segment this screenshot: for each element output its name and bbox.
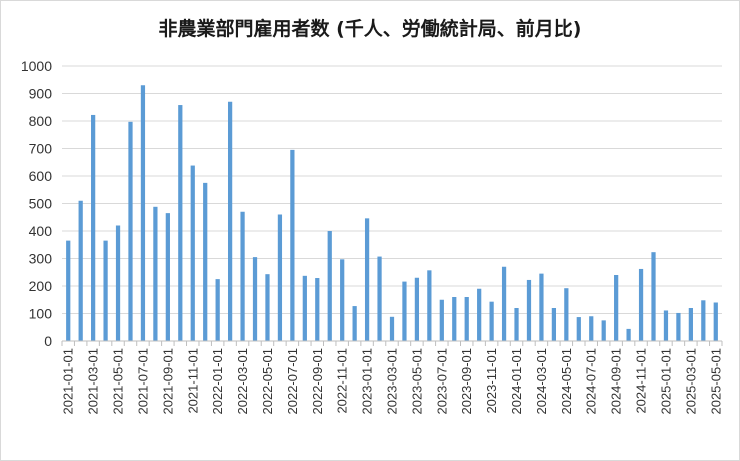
y-tick-label: 400 (29, 223, 53, 239)
bar (701, 300, 706, 341)
y-tick-label: 0 (44, 333, 52, 349)
x-tick-label: 2023-05-01 (409, 348, 424, 415)
x-tick-label: 2022-03-01 (235, 348, 250, 415)
x-tick-label: 2022-09-01 (310, 348, 325, 415)
bar (227, 101, 233, 341)
y-tick-labels: 0 100 200 300 400 500 600 700 800 900 1000 (21, 58, 52, 349)
bar (713, 302, 718, 341)
x-tick-label: 2021-01-01 (61, 348, 76, 415)
bar (265, 274, 270, 341)
chart-title: 非農業部門雇用者数 (千人、労働統計局、前月比) (158, 18, 582, 40)
bar (240, 211, 245, 341)
bar (414, 277, 420, 341)
bar-series (66, 85, 718, 341)
bar (277, 214, 283, 341)
bar (651, 252, 656, 341)
x-tick-label: 2021-11-01 (185, 348, 200, 414)
bar (452, 297, 457, 341)
bar (340, 259, 345, 341)
bar (103, 240, 108, 341)
bar (203, 182, 208, 341)
y-tick-label: 300 (29, 251, 53, 267)
bar (551, 308, 557, 341)
x-tick-label: 2022-07-01 (285, 348, 300, 415)
bar (526, 279, 532, 341)
x-tick-label: 2021-03-01 (86, 348, 101, 415)
bar (626, 328, 631, 341)
bar (153, 206, 158, 341)
bar (128, 121, 133, 341)
x-tick-label: 2021-05-01 (111, 348, 126, 415)
bar (501, 266, 507, 341)
x-tick-label: 2025-03-01 (683, 348, 698, 415)
bar (327, 231, 332, 341)
y-tick-label: 600 (29, 168, 53, 184)
bar (539, 273, 544, 341)
bar (439, 299, 444, 341)
bar (290, 149, 295, 341)
bar (315, 278, 320, 341)
bar (638, 268, 644, 341)
bar (178, 105, 183, 341)
x-tick-label: 2021-07-01 (135, 348, 150, 415)
bar (389, 316, 395, 341)
bar (140, 85, 146, 341)
bar (688, 308, 693, 341)
x-tick-label: 2022-05-01 (260, 348, 275, 415)
y-tick-label: 900 (29, 86, 53, 102)
x-tick-label: 2022-01-01 (210, 348, 225, 415)
gridlines (62, 65, 722, 314)
bar (477, 288, 482, 341)
x-tick-label: 2024-11-01 (634, 348, 649, 414)
bar (352, 306, 357, 341)
x-tick-label: 2025-01-01 (658, 348, 673, 415)
x-tick-label: 2023-03-01 (385, 348, 400, 415)
x-tick-label: 2024-09-01 (609, 348, 624, 415)
bar (252, 257, 258, 341)
bar (663, 310, 669, 341)
bar (614, 275, 619, 341)
y-tick-label: 500 (29, 196, 53, 212)
x-tick-label: 2022-11-01 (335, 348, 350, 414)
x-tick-label: 2023-07-01 (434, 348, 449, 415)
x-tick-label: 2024-01-01 (509, 348, 524, 415)
bar (115, 225, 121, 341)
bar (402, 281, 407, 341)
x-tick-label: 2023-09-01 (459, 348, 474, 415)
bar (91, 114, 96, 341)
axes (61, 340, 723, 346)
bar (66, 240, 71, 341)
bar (427, 270, 432, 341)
bar (364, 218, 370, 341)
x-tick-labels: 2021-01-01 2021-03-01 2021-05-01 2021-07-01… (61, 348, 724, 415)
y-tick-label: 800 (29, 113, 53, 129)
bar (377, 256, 382, 341)
bar (165, 213, 170, 341)
bar (489, 301, 494, 341)
x-tick-label: 2021-09-01 (160, 348, 175, 415)
bar (464, 297, 469, 341)
x-tick-label: 2023-01-01 (360, 348, 375, 415)
y-tick-label: 700 (29, 141, 53, 157)
bar (514, 308, 519, 341)
y-tick-label: 200 (29, 278, 53, 294)
x-tick-label: 2024-05-01 (559, 348, 574, 415)
bar (676, 312, 681, 341)
x-tick-label: 2025-05-01 (708, 348, 723, 415)
x-tick-label: 2024-03-01 (534, 348, 549, 415)
bar (576, 317, 581, 341)
bar (190, 165, 195, 341)
y-tick-label: 1000 (21, 58, 52, 74)
bar (78, 200, 83, 341)
y-tick-label: 100 (29, 306, 53, 322)
bar (302, 275, 307, 341)
x-tick-label: 2023-11-01 (484, 348, 499, 414)
bar (564, 288, 569, 341)
bar (589, 316, 594, 341)
x-tick-label: 2024-07-01 (584, 348, 599, 415)
bar (215, 279, 220, 341)
bar (601, 320, 606, 341)
